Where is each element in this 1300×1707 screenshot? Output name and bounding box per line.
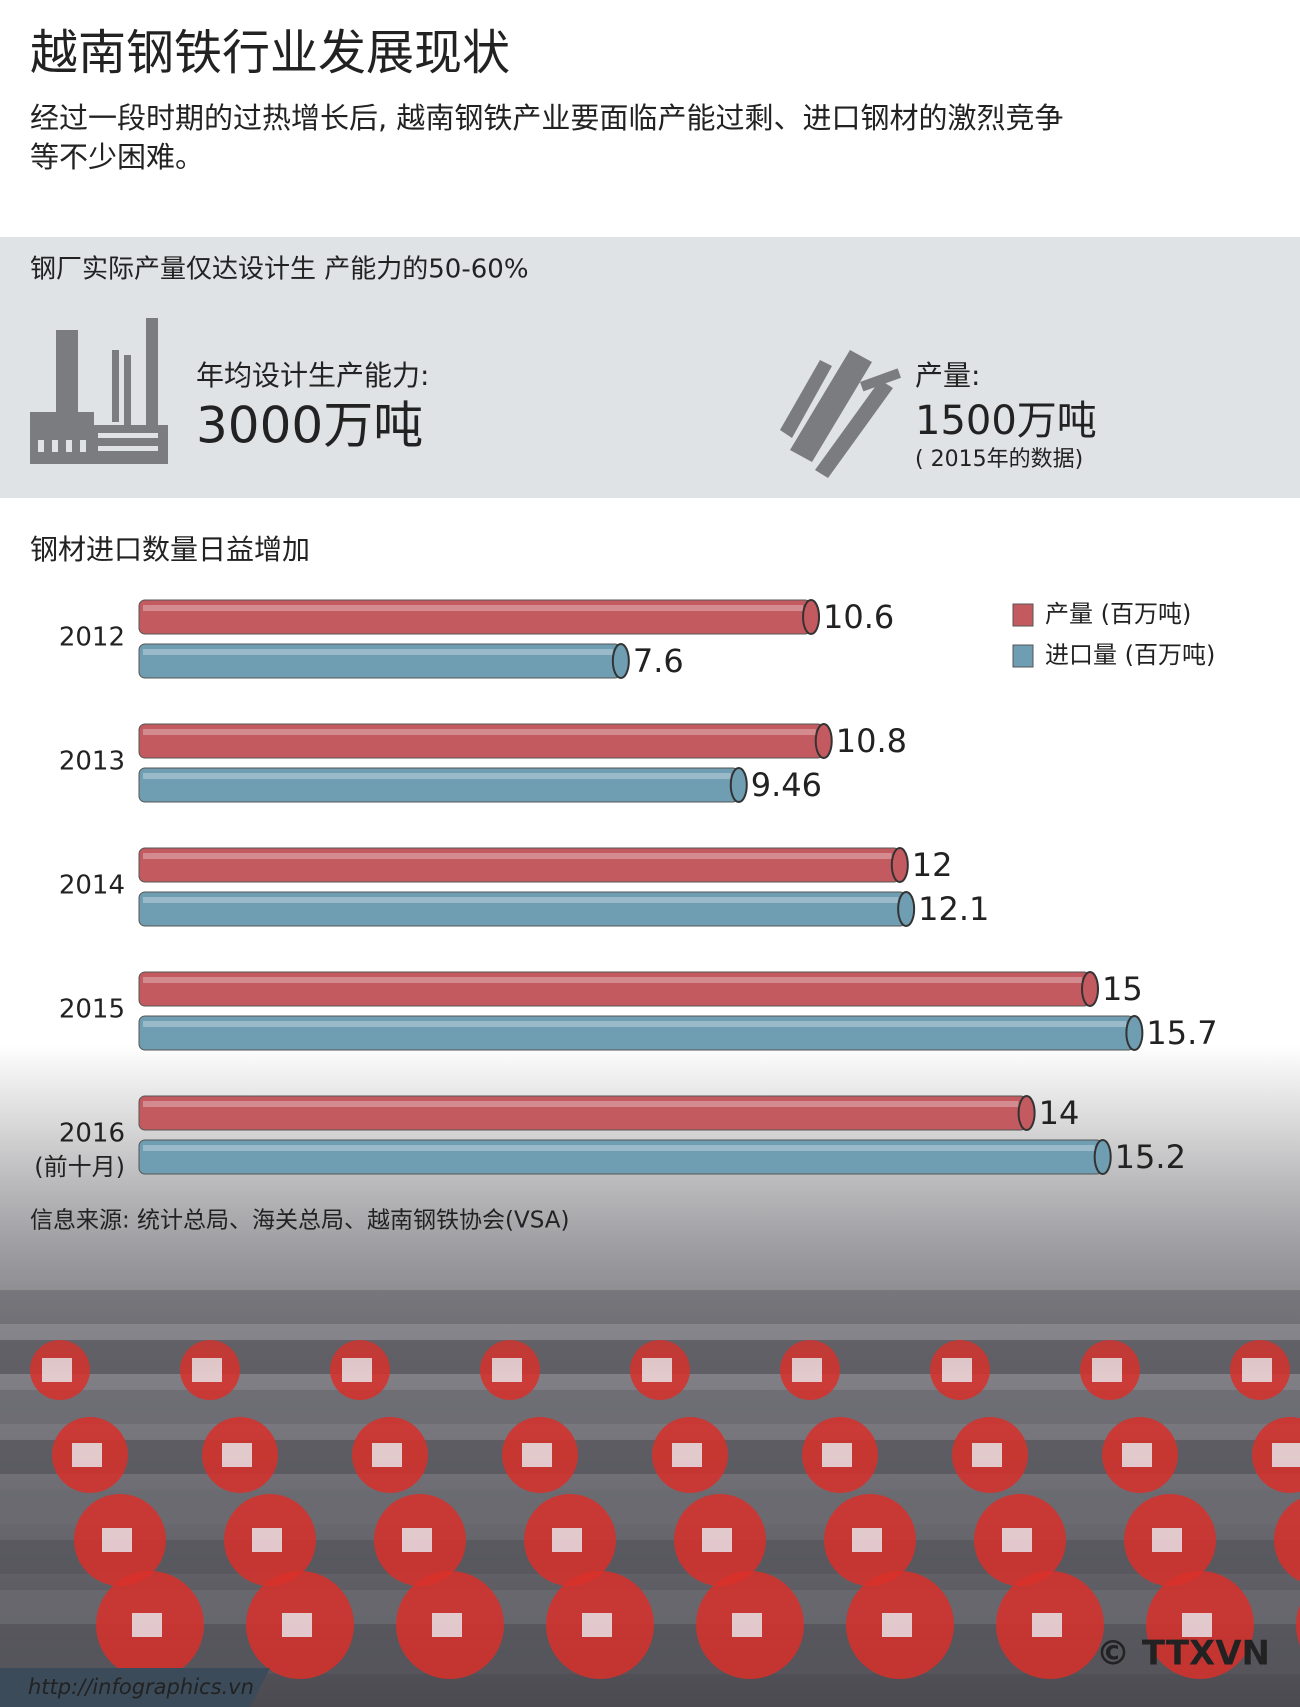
steel-icon	[780, 350, 902, 478]
legend-label: 进口量 (百万吨)	[1045, 641, 1215, 669]
stat-label: 年均设计生产能力:	[196, 359, 429, 392]
bar-end-cap	[1125, 1015, 1144, 1051]
bar-highlight	[143, 1021, 1127, 1027]
bundle-tag	[372, 1443, 402, 1467]
chart-title: 钢材进口数量日益增加	[30, 533, 310, 566]
bar-highlight	[143, 605, 804, 611]
bundle-tag	[732, 1613, 762, 1637]
bundle-tag	[582, 1613, 612, 1637]
bundle-tag	[882, 1613, 912, 1637]
bundle-tag	[1152, 1528, 1182, 1552]
bar-end-cap	[814, 723, 833, 759]
bar-highlight	[143, 1101, 1019, 1107]
bundle-tag	[402, 1528, 432, 1552]
bar-end-cap	[802, 599, 821, 635]
bar-highlight	[143, 853, 892, 859]
bundle-tag	[282, 1613, 312, 1637]
bar-chart: 201210.67.6201310.89.4620141212.12015151…	[34, 598, 1217, 1181]
factory-icon	[30, 318, 168, 464]
bundle-tag	[1002, 1528, 1032, 1552]
legend-label: 产量 (百万吨)	[1045, 600, 1191, 628]
value-label: 12.1	[918, 890, 989, 928]
category-label: 2015	[59, 995, 125, 1025]
value-label: 15.2	[1115, 1138, 1186, 1176]
bundle-tag	[432, 1613, 462, 1637]
subtitle-line: 等不少困难。	[30, 140, 204, 174]
bundle-tag	[1122, 1443, 1152, 1467]
value-label: 10.6	[823, 598, 894, 636]
stats-band	[0, 237, 1300, 498]
rebar-bundle-end	[1296, 1604, 1300, 1646]
bar-highlight	[143, 729, 816, 735]
value-label: 9.46	[751, 766, 822, 804]
bundle-tag	[102, 1528, 132, 1552]
bundle-tag	[1032, 1613, 1062, 1637]
rebar-bundle-end	[1274, 1498, 1300, 1582]
bundle-tag	[822, 1443, 852, 1467]
subtitle-line: 经过一段时期的过热增长后, 越南钢铁产业要面临产能过剩、进口钢材的激烈竞争	[30, 101, 1063, 135]
bundle-tag	[972, 1443, 1002, 1467]
category-annotation: (前十月)	[34, 1153, 125, 1181]
footer-url: http://infographics.vn	[28, 1675, 254, 1699]
category-label: 2014	[59, 871, 125, 901]
rebar-row	[0, 1490, 1300, 1524]
bar-end-cap	[729, 767, 748, 803]
category-label: 2012	[59, 623, 125, 653]
bar-end-cap	[1017, 1095, 1036, 1131]
bundle-tag	[222, 1443, 252, 1467]
bar-end-cap	[1081, 971, 1099, 1007]
bundle-tag	[132, 1613, 162, 1637]
legend-swatch	[1012, 603, 1034, 627]
bundle-tag	[1182, 1613, 1212, 1637]
bar-highlight	[143, 773, 731, 779]
value-label: 15	[1102, 970, 1143, 1008]
bar-highlight	[143, 897, 899, 903]
bar-highlight	[143, 649, 613, 655]
bundle-tag	[72, 1443, 102, 1467]
bar-end-cap	[897, 891, 916, 927]
source: 信息来源: 统计总局、海关总局、越南钢铁协会(VSA)	[30, 1208, 570, 1234]
bar-highlight	[143, 977, 1082, 983]
value-label: 15.7	[1146, 1014, 1217, 1052]
stat-value: 1500万吨	[915, 398, 1097, 444]
bar-end-cap	[611, 643, 630, 679]
bar-end-cap	[1093, 1139, 1112, 1175]
stat-value: 3000万吨	[196, 397, 423, 455]
category-label: 2016	[59, 1119, 125, 1149]
category-label: 2013	[59, 747, 125, 777]
bundle-tag	[1272, 1443, 1300, 1467]
footer-logo: © TTXVN	[1096, 1634, 1270, 1674]
value-label: 14	[1039, 1094, 1080, 1132]
value-label: 10.8	[836, 722, 907, 760]
legend-swatch	[1012, 644, 1034, 668]
bundle-tag	[852, 1528, 882, 1552]
bundle-tag	[252, 1528, 282, 1552]
bundle-tag	[552, 1528, 582, 1552]
bar-end-cap	[890, 847, 909, 883]
bundle-tag	[702, 1528, 732, 1552]
stat-label: 产量:	[915, 359, 980, 392]
stats-heading: 钢厂实际产量仅达设计生 产能力的50-60%	[30, 255, 529, 285]
footer-bar	[0, 1668, 270, 1707]
bundle-tag	[522, 1443, 552, 1467]
bar-highlight	[143, 1145, 1095, 1151]
value-label: 7.6	[633, 642, 684, 680]
stat-note: ( 2015年的数据)	[915, 447, 1083, 472]
value-label: 12	[912, 846, 953, 884]
title: 越南钢铁行业发展现状	[30, 25, 510, 81]
bundle-tag	[672, 1443, 702, 1467]
rebar-row	[0, 1540, 1300, 1574]
